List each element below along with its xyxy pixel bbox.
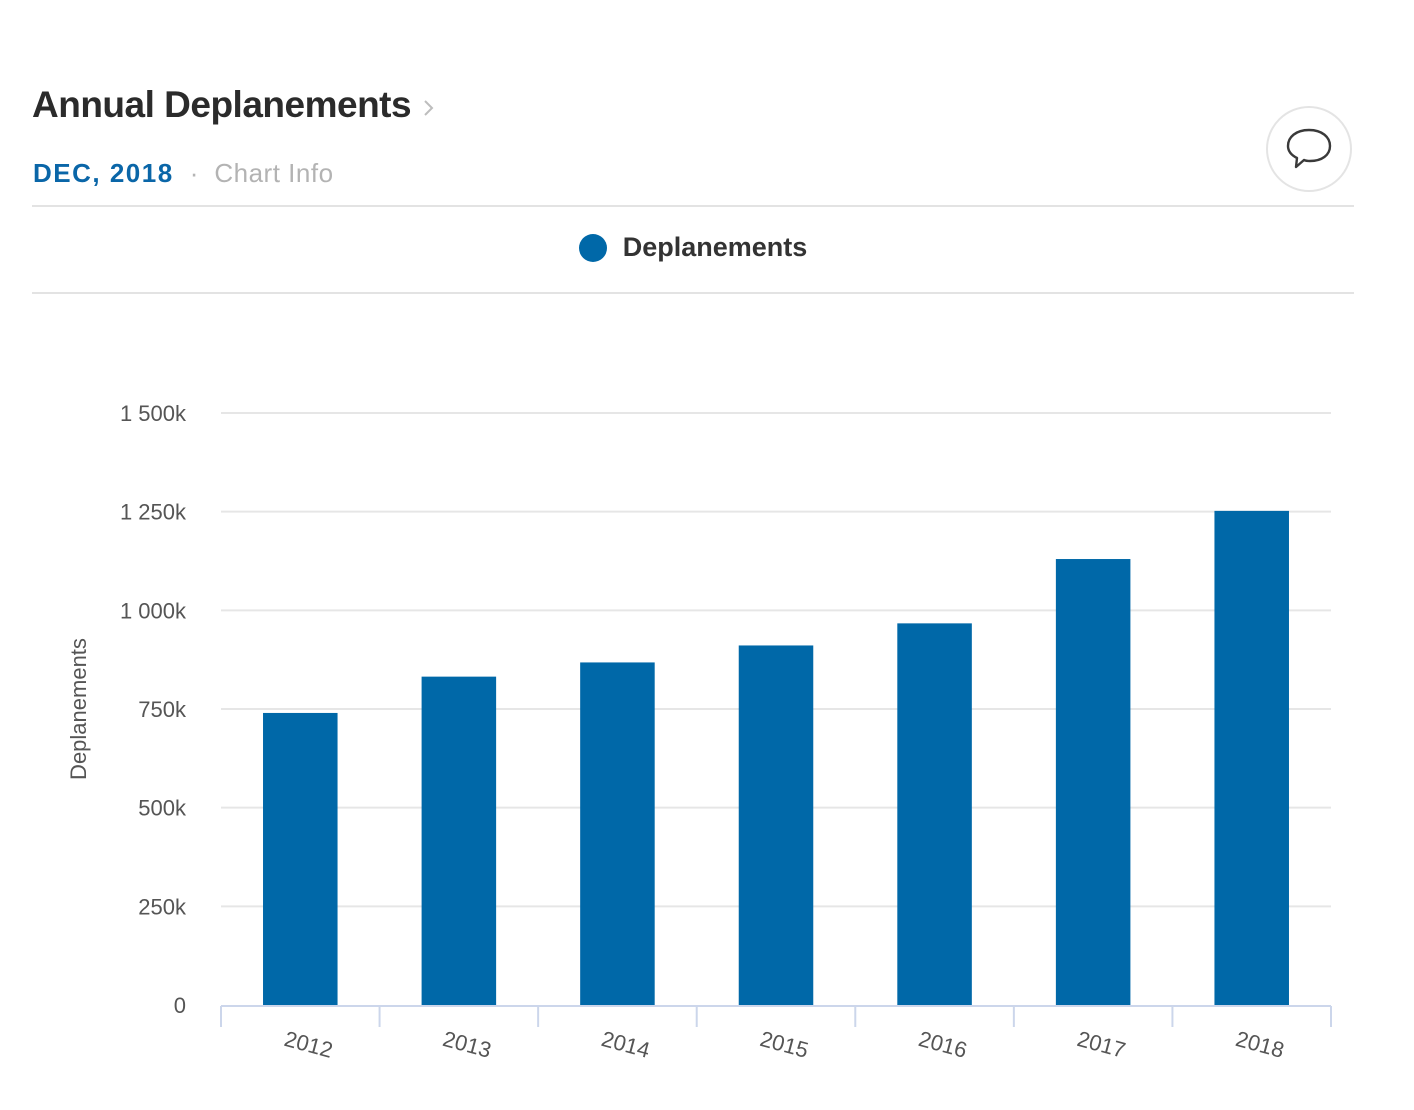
x-tick-label: 2017 <box>1075 1026 1129 1063</box>
legend-divider <box>32 292 1354 294</box>
y-tick-label: 1 250k <box>120 500 187 525</box>
x-tick-label: 2016 <box>916 1026 970 1063</box>
header-divider <box>32 205 1354 207</box>
y-tick-label: 500k <box>138 796 187 821</box>
y-tick-label: 750k <box>138 697 187 722</box>
legend-swatch <box>578 233 607 262</box>
bar-2018 <box>1214 510 1289 1005</box>
y-axis-title: Deplanements <box>66 638 91 780</box>
y-tick-label: 1 500k <box>120 401 187 426</box>
separator-dot: · <box>189 158 199 188</box>
chart-info-link[interactable]: Chart Info <box>214 158 334 188</box>
bar-2013 <box>421 676 497 1005</box>
bar-2016 <box>897 623 972 1005</box>
date-label: DEC, 2018 <box>33 158 174 188</box>
x-tick-label: 2013 <box>440 1026 494 1063</box>
legend-label: Deplanements <box>622 232 808 262</box>
title-row[interactable]: Annual Deplanements <box>32 84 437 126</box>
x-tick-label: 2018 <box>1233 1026 1287 1063</box>
x-tick-label: 2012 <box>282 1026 336 1063</box>
chart-title[interactable]: Annual Deplanements <box>32 84 412 125</box>
bar-2017 <box>1055 559 1131 1005</box>
bar-2014 <box>580 662 655 1005</box>
y-tick-label: 250k <box>138 894 187 919</box>
bar-2012 <box>263 712 338 1005</box>
chevron-right-icon <box>424 100 434 116</box>
x-tick-label: 2015 <box>757 1026 811 1063</box>
y-tick-label: 1 000k <box>120 598 187 623</box>
subtitle-row: DEC, 2018 · Chart Info <box>33 158 334 189</box>
speech-bubble-icon <box>1286 128 1332 169</box>
x-tick-label: 2014 <box>599 1026 653 1063</box>
y-tick-label: 0 <box>174 993 186 1018</box>
bar-2015 <box>738 645 814 1005</box>
comment-button[interactable] <box>1266 106 1352 192</box>
legend[interactable]: Deplanements <box>0 232 1386 263</box>
